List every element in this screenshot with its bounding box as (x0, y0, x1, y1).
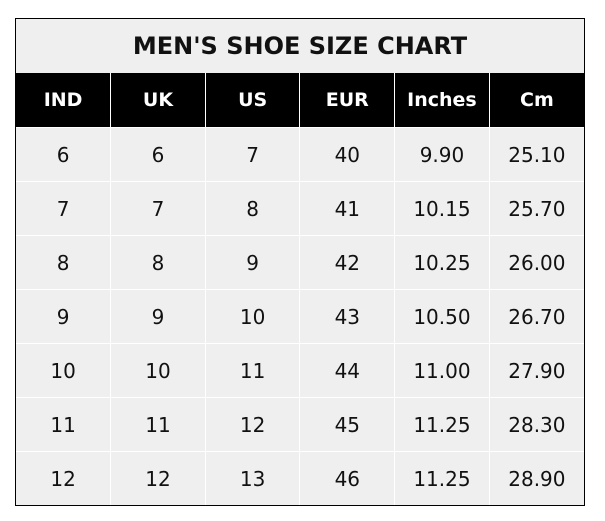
table-cell-us: 13 (204, 451, 300, 505)
table-cell-ind: 8 (16, 235, 111, 290)
column-header-ind: IND (16, 73, 111, 128)
table-row: 7 7 8 41 10.15 25.70 (16, 181, 584, 236)
table-cell-ind: 9 (16, 289, 111, 344)
table-cell-ind: 7 (16, 181, 111, 236)
column-header-uk: UK (110, 73, 206, 128)
table-cell-us: 8 (204, 181, 300, 236)
table-cell-us: 11 (204, 343, 300, 398)
table-cell-uk: 10 (110, 343, 206, 398)
table-cell-inches: 11.00 (394, 343, 490, 398)
table-cell-cm: 27.90 (488, 343, 584, 398)
size-table: IND UK US EUR Inches Cm 6 6 7 40 9.90 25.10 7 7 8 41 10… (16, 73, 584, 505)
table-cell-us: 10 (204, 289, 300, 344)
table-cell-eur: 42 (299, 235, 395, 290)
table-cell-cm: 28.90 (488, 451, 584, 505)
table-cell-ind: 6 (16, 127, 111, 182)
table-cell-inches: 11.25 (394, 451, 490, 505)
table-cell-inches: 10.25 (394, 235, 490, 290)
table-cell-uk: 11 (110, 397, 206, 452)
table-cell-eur: 41 (299, 181, 395, 236)
table-cell-cm: 25.10 (488, 127, 584, 182)
table-cell-uk: 7 (110, 181, 206, 236)
size-chart: MEN'S SHOE SIZE CHART IND UK US EUR Inches Cm… (15, 18, 585, 506)
table-cell-ind: 12 (16, 451, 111, 505)
table-cell-ind: 11 (16, 397, 111, 452)
table-row: 8 8 9 42 10.25 26.00 (16, 235, 584, 290)
table-cell-eur: 45 (299, 397, 395, 452)
table-cell-cm: 26.70 (488, 289, 584, 344)
table-cell-cm: 26.00 (488, 235, 584, 290)
table-cell-eur: 40 (299, 127, 395, 182)
table-cell-eur: 43 (299, 289, 395, 344)
header-row: IND UK US EUR Inches Cm (16, 73, 584, 128)
table-cell-uk: 9 (110, 289, 206, 344)
column-header-eur: EUR (299, 73, 395, 128)
table-cell-eur: 44 (299, 343, 395, 398)
column-header-cm: Cm (488, 73, 584, 128)
column-header-us: US (204, 73, 300, 128)
table-row: 11 11 12 45 11.25 28.30 (16, 397, 584, 452)
table-cell-us: 12 (204, 397, 300, 452)
table-cell-cm: 28.30 (488, 397, 584, 452)
table-cell-us: 7 (204, 127, 300, 182)
column-header-inches: Inches (394, 73, 490, 128)
table-cell-uk: 12 (110, 451, 206, 505)
table-cell-eur: 46 (299, 451, 395, 505)
table-cell-uk: 6 (110, 127, 206, 182)
table-row: 10 10 11 44 11.00 27.90 (16, 343, 584, 398)
table-cell-inches: 9.90 (394, 127, 490, 182)
table-cell-us: 9 (204, 235, 300, 290)
table-row: 6 6 7 40 9.90 25.10 (16, 127, 584, 182)
table-row: 12 12 13 46 11.25 28.90 (16, 451, 584, 505)
table-cell-inches: 10.50 (394, 289, 490, 344)
table-cell-ind: 10 (16, 343, 111, 398)
table-cell-inches: 11.25 (394, 397, 490, 452)
table-cell-inches: 10.15 (394, 181, 490, 236)
table-row: 9 9 10 43 10.50 26.70 (16, 289, 584, 344)
table-cell-cm: 25.70 (488, 181, 584, 236)
table-cell-uk: 8 (110, 235, 206, 290)
chart-title: MEN'S SHOE SIZE CHART (132, 32, 468, 60)
